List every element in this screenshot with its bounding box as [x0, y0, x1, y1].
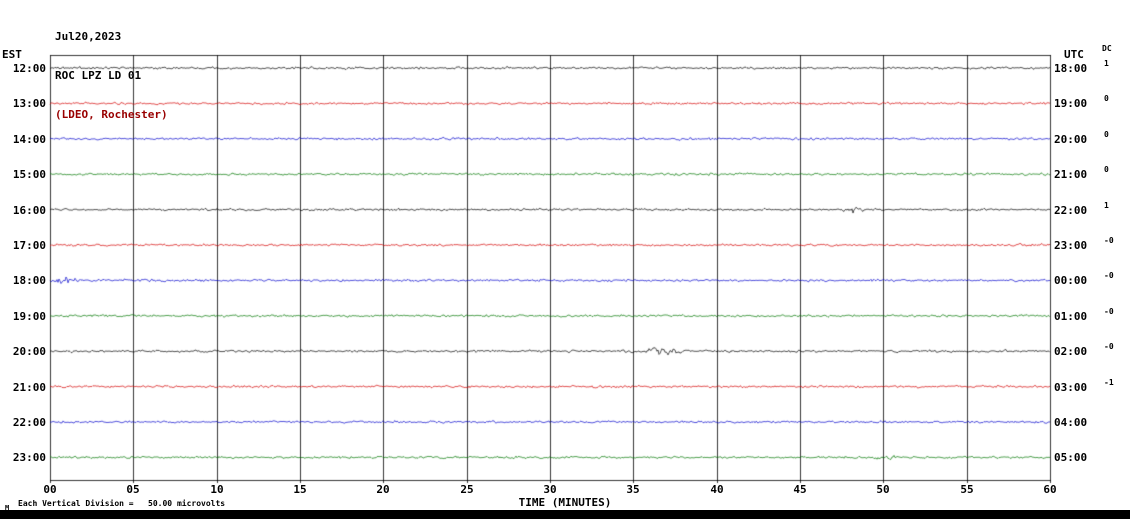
- est-hour-label: 23:00: [12, 451, 46, 464]
- utc-hour-label: 21:00: [1054, 168, 1088, 181]
- x-tick-label: 05: [126, 483, 140, 496]
- utc-hour-label: 03:00: [1054, 381, 1088, 394]
- est-hour-label: 16:00: [12, 204, 46, 217]
- est-hour-label: 22:00: [12, 416, 46, 429]
- utc-hour-label: 18:00: [1054, 62, 1088, 75]
- header-station: ROC LPZ LD 01: [55, 69, 142, 82]
- dc-value: -0: [1104, 271, 1114, 280]
- x-tick-label: 15: [293, 483, 307, 496]
- bottom-bar: [0, 510, 1130, 519]
- x-tick-label: 55: [960, 483, 974, 496]
- dc-value: -0: [1104, 307, 1114, 316]
- utc-hour-label: 23:00: [1054, 239, 1088, 252]
- dc-axis-label: DC: [1102, 44, 1112, 53]
- x-tick-label: 10: [210, 483, 224, 496]
- x-axis-title: TIME (MINUTES): [518, 496, 612, 509]
- est-hour-label: 12:00: [12, 62, 46, 75]
- utc-hour-label: 19:00: [1054, 97, 1088, 110]
- dc-value: -1: [1104, 378, 1114, 387]
- dc-value: -0: [1104, 236, 1114, 245]
- utc-hour-label: 04:00: [1054, 416, 1088, 429]
- scale-note: Each Vertical Division = 50.00 microvolt…: [18, 499, 226, 508]
- est-axis-label: EST: [2, 48, 22, 61]
- utc-hour-label: 05:00: [1054, 451, 1088, 464]
- utc-axis-label: UTC: [1064, 48, 1084, 61]
- est-hour-label: 17:00: [12, 239, 46, 252]
- x-tick-label: 35: [626, 483, 640, 496]
- utc-hour-label: 22:00: [1054, 204, 1088, 217]
- dc-value: 1: [1104, 201, 1109, 210]
- x-tick-label: 45: [793, 483, 807, 496]
- x-tick-label: 25: [460, 483, 474, 496]
- est-hour-label: 20:00: [12, 345, 46, 358]
- utc-hour-label: 01:00: [1054, 310, 1088, 323]
- x-tick-label: 00: [43, 483, 57, 496]
- header-date: Jul20,2023: [55, 30, 122, 43]
- scale-marker: M: [5, 504, 10, 512]
- x-tick-label: 40: [710, 483, 724, 496]
- utc-hour-label: 20:00: [1054, 133, 1088, 146]
- x-tick-label: 20: [376, 483, 390, 496]
- est-hour-label: 14:00: [12, 133, 46, 146]
- dc-value: 0: [1104, 165, 1109, 174]
- header-location: (LDEO, Rochester): [55, 108, 168, 121]
- x-tick-label: 60: [1043, 483, 1057, 496]
- x-tick-label: 30: [543, 483, 557, 496]
- header: Jul20,2023 ROC LPZ LD 01 (LDEO, Rocheste…: [55, 4, 168, 147]
- dc-value: 0: [1104, 130, 1109, 139]
- dc-value: -0: [1104, 342, 1114, 351]
- est-hour-label: 18:00: [12, 274, 46, 287]
- est-hour-label: 19:00: [12, 310, 46, 323]
- est-hour-label: 13:00: [12, 97, 46, 110]
- est-hour-label: 21:00: [12, 381, 46, 394]
- dc-value: 1: [1104, 59, 1109, 68]
- est-hour-label: 15:00: [12, 168, 46, 181]
- x-tick-label: 50: [876, 483, 890, 496]
- dc-value: 0: [1104, 94, 1109, 103]
- utc-hour-label: 02:00: [1054, 345, 1088, 358]
- utc-hour-label: 00:00: [1054, 274, 1088, 287]
